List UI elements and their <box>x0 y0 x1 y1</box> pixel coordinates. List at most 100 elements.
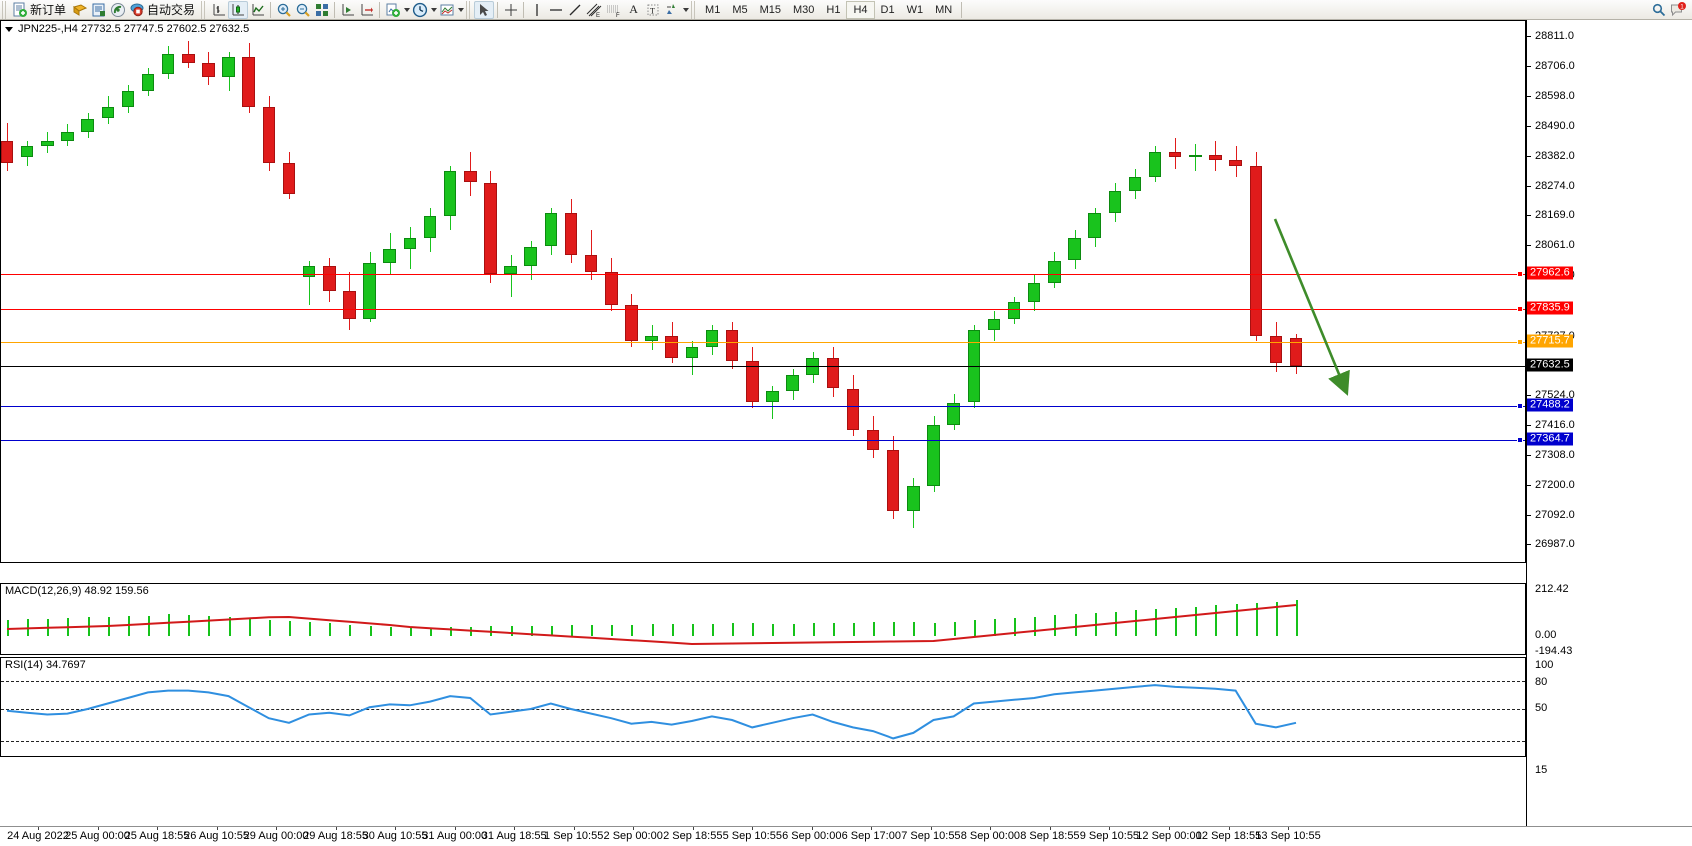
alerts-icon[interactable]: 1 <box>1668 1 1688 19</box>
timeframe-m5[interactable]: M5 <box>732 3 748 16</box>
trendline-icon[interactable] <box>565 1 584 19</box>
rsi-axis-label: 100 <box>1535 659 1554 671</box>
resistance-line-2-handle[interactable] <box>1517 306 1523 312</box>
signals-icon[interactable] <box>108 1 127 19</box>
search-icon[interactable] <box>1649 1 1668 19</box>
collapse-arrow-icon[interactable] <box>5 26 13 32</box>
macd-histogram-bar <box>369 625 372 636</box>
time-axis-label: 29 Aug 18:55 <box>303 830 369 842</box>
macd-histogram-bar <box>7 619 9 636</box>
indicators-icon[interactable] <box>383 1 402 19</box>
price-chart-panel[interactable]: JPN225-,H4 27732.5 27747.5 27602.5 27632… <box>0 20 1526 563</box>
vline-icon[interactable] <box>527 1 546 19</box>
text-label-icon[interactable]: T <box>643 1 662 19</box>
svg-text:T: T <box>650 6 655 15</box>
rsi-panel[interactable]: RSI(14) 34.7697 <box>0 657 1526 757</box>
support-line-2[interactable] <box>1 440 1525 442</box>
timeframe-m15[interactable]: M15 <box>759 3 781 16</box>
timeframe-h1[interactable]: H1 <box>826 3 841 16</box>
time-axis-tick <box>335 827 337 830</box>
time-axis-label: 25 Aug 00:00 <box>65 830 130 842</box>
timeframe-m1[interactable]: M1 <box>705 3 721 16</box>
toolbar-grip-4[interactable] <box>691 0 698 19</box>
macd-histogram-bar <box>873 622 875 636</box>
cursor-icon[interactable] <box>474 0 495 19</box>
macd-histogram-bar <box>651 624 654 636</box>
period-dropdown-caret[interactable] <box>431 7 438 12</box>
bar-chart-icon[interactable] <box>209 1 228 19</box>
resistance-line-1-handle[interactable] <box>1517 270 1523 277</box>
candle-body <box>1108 190 1121 214</box>
timeframe-h4[interactable]: H4 <box>846 0 875 19</box>
price-axis-label: 27524.0 <box>1535 388 1575 401</box>
down-trend-arrow[interactable] <box>1 21 1527 564</box>
zoom-out-icon[interactable] <box>293 1 312 19</box>
toolbar-grip-1[interactable] <box>2 0 8 19</box>
candlestick-icon[interactable] <box>228 0 249 19</box>
support-line-2-handle[interactable] <box>1517 437 1523 444</box>
text-icon[interactable]: A <box>629 2 638 16</box>
zoom-in-icon[interactable] <box>274 1 293 19</box>
macd-panel[interactable]: MACD(12,26,9) 48.92 159.56 <box>0 583 1526 655</box>
candle-body <box>544 213 558 247</box>
current-price-line[interactable] <box>1 365 1525 367</box>
news-icon[interactable] <box>89 1 108 19</box>
hline-icon[interactable] <box>546 1 565 19</box>
time-axis[interactable]: 24 Aug 2022 25 Aug 00:00 25 Aug 18:55 26 Au… <box>0 826 1692 846</box>
indicators-dropdown-caret[interactable] <box>404 7 411 12</box>
resistance-line-2-tag[interactable]: 27835.9 <box>1527 301 1573 315</box>
new-order-label[interactable]: 新订单 <box>30 3 67 17</box>
equidistant-channel-icon[interactable]: E <box>584 1 604 19</box>
templates-dropdown-caret[interactable] <box>458 7 465 12</box>
fibonacci-icon[interactable]: F <box>604 1 624 19</box>
tile-windows-icon[interactable] <box>312 1 331 19</box>
chart-area[interactable]: JPN225-,H4 27732.5 27747.5 27602.5 27632… <box>0 20 1692 846</box>
resistance-line-1[interactable] <box>1 273 1525 275</box>
candle-body <box>61 132 74 141</box>
support-line-2-tag[interactable]: 27364.7 <box>1527 432 1573 446</box>
candle-body <box>625 305 638 342</box>
crosshair-icon[interactable] <box>501 1 520 19</box>
timeframe-mn[interactable]: MN <box>935 3 953 16</box>
time-axis-label: 9 Sep 10:55 <box>1079 830 1140 842</box>
toolbar-grip-2[interactable] <box>201 0 208 19</box>
new-order-icon[interactable] <box>10 1 29 19</box>
pivot-line-handle[interactable] <box>1517 339 1523 346</box>
price-axis-tick <box>1527 65 1531 67</box>
toolbar-grip-3[interactable] <box>466 0 473 19</box>
autoscroll-icon[interactable] <box>357 1 376 19</box>
macd-histogram-bar <box>570 625 573 636</box>
profile-icon[interactable] <box>70 1 89 19</box>
price-axis[interactable]: 28811.0 28706.0 28598.0 28490.0 28382.0 28274… <box>1526 20 1692 846</box>
macd-histogram-bar <box>409 628 412 636</box>
timeframe-d1[interactable]: D1 <box>880 3 895 16</box>
support-line-1-tag[interactable]: 27488.2 <box>1527 398 1573 412</box>
resistance-line-2[interactable] <box>1 309 1525 310</box>
macd-histogram-bar <box>510 626 513 636</box>
autotrading-label[interactable]: 自动交易 <box>147 3 196 17</box>
macd-histogram-bar <box>631 624 634 636</box>
price-axis-tick <box>1527 424 1531 426</box>
shapes-icon[interactable] <box>662 1 681 19</box>
timeframe-w1[interactable]: W1 <box>906 3 924 16</box>
shapes-dropdown-caret[interactable] <box>683 7 690 12</box>
resistance-line-1-tag[interactable]: 27962.6 <box>1527 266 1573 280</box>
macd-histogram-bar <box>349 624 352 636</box>
period-icon[interactable] <box>410 1 429 19</box>
shift-chart-icon[interactable] <box>338 1 357 19</box>
pivot-line[interactable] <box>1 342 1525 344</box>
templates-icon[interactable] <box>437 1 456 19</box>
current-price-line-tag[interactable]: 27632.5 <box>1527 358 1573 372</box>
candle-body <box>786 374 799 392</box>
macd-label: MACD(12,26,9) 48.92 159.56 <box>5 585 149 597</box>
line-chart-icon[interactable] <box>248 1 267 19</box>
candle-body <box>81 118 94 133</box>
autotrading-icon[interactable] <box>127 1 146 19</box>
candle-body <box>1088 213 1101 239</box>
pivot-line-tag[interactable]: 27715.7 <box>1527 334 1573 348</box>
support-line-1[interactable] <box>1 405 1525 407</box>
time-axis-tick <box>216 827 218 830</box>
support-line-1-handle[interactable] <box>1517 402 1523 409</box>
timeframe-m30[interactable]: M30 <box>793 3 815 16</box>
candle-body <box>725 330 739 361</box>
